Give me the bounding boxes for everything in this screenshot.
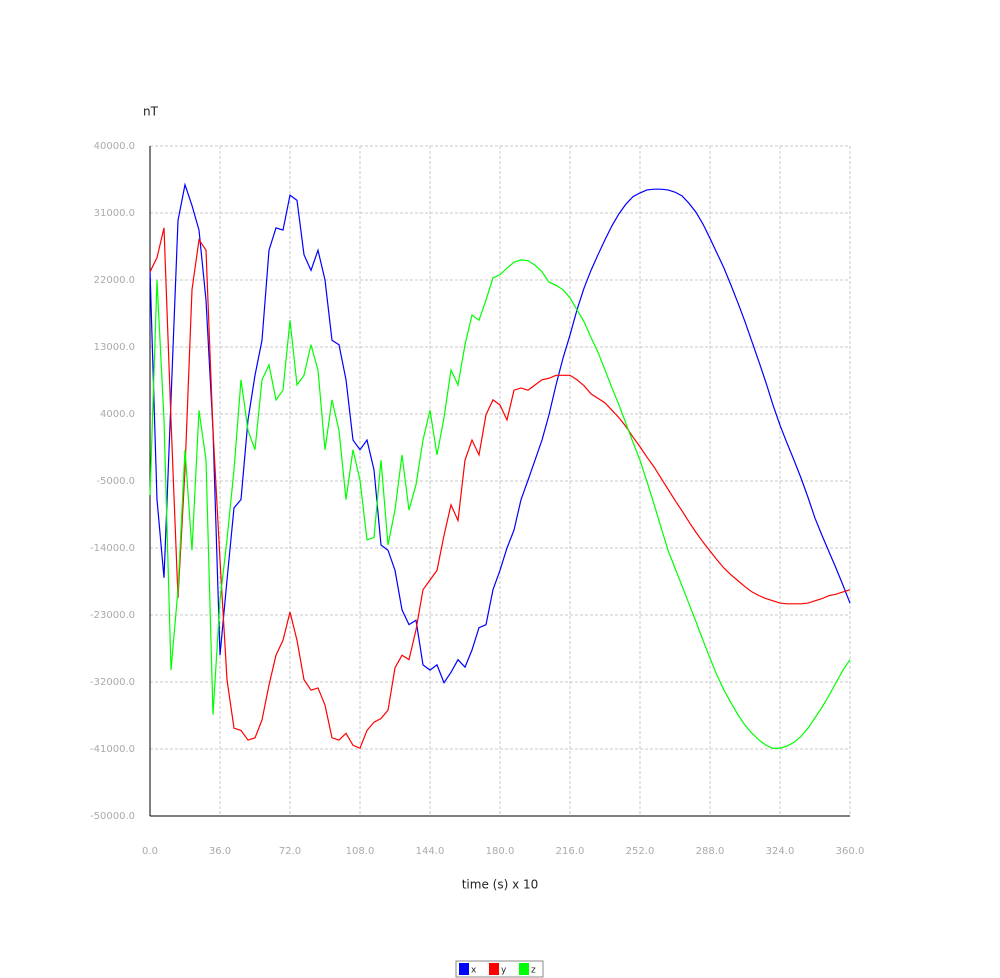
series-line <box>149 227 851 750</box>
y-tick-label: 22000.0 <box>94 275 135 286</box>
y-tick-label: 4000.0 <box>100 409 135 420</box>
legend-label: y <box>501 966 507 976</box>
series-line <box>149 259 851 749</box>
x-tick-label: 360.0 <box>836 846 865 857</box>
x-tick-label: 324.0 <box>766 846 795 857</box>
y-tick-label: -23000.0 <box>90 610 135 621</box>
y-tick-label: -14000.0 <box>90 543 135 554</box>
x-tick-label: 144.0 <box>416 846 445 857</box>
x-tick-label: 36.0 <box>209 846 231 857</box>
y-tick-label: -50000.0 <box>90 811 135 822</box>
legend-label: x <box>471 966 477 976</box>
y-tick-label: -32000.0 <box>90 677 135 688</box>
legend-swatch <box>489 963 499 975</box>
x-tick-label: 72.0 <box>279 846 301 857</box>
y-tick-label: 40000.0 <box>94 141 135 152</box>
legend-swatch <box>519 963 529 975</box>
y-tick-label: 31000.0 <box>94 208 135 219</box>
x-tick-label: 216.0 <box>556 846 585 857</box>
legend-label: z <box>531 966 536 976</box>
x-tick-label: 288.0 <box>696 846 725 857</box>
legend-swatch <box>459 963 469 975</box>
y-tick-label: -41000.0 <box>90 744 135 755</box>
y-tick-label: 13000.0 <box>94 342 135 353</box>
x-tick-label: 252.0 <box>626 846 655 857</box>
series-line <box>149 182 851 685</box>
x-tick-label: 0.0 <box>142 846 158 857</box>
x-tick-label: 108.0 <box>346 846 375 857</box>
y-axis-label: nT <box>143 105 159 119</box>
legend <box>455 960 544 978</box>
x-tick-label: 180.0 <box>486 846 515 857</box>
y-tick-label: -5000.0 <box>96 476 135 487</box>
x-axis-label: time (s) x 10 <box>462 878 539 892</box>
